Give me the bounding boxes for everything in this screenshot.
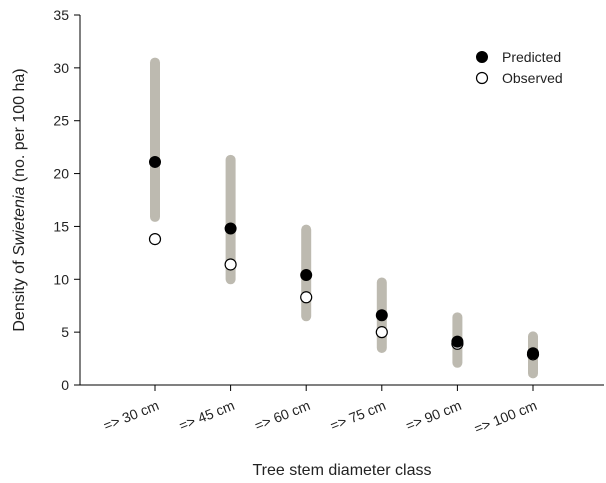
observed-point [300,291,313,304]
x-tick-label: => 100 cm [472,397,539,437]
y-axis-title-suffix: (no. per 100 ha) [11,68,28,186]
predicted-point [300,269,313,282]
predicted-point [451,335,464,348]
y-tick-label: 10 [53,271,69,287]
observed-point [375,326,388,339]
x-ticks: => 30 cm => 45 cm => 60 cm => 75 cm => 90 cm… [101,385,539,437]
y-tick-label: 25 [53,113,69,129]
x-tick-label: => 75 cm [328,397,388,434]
y-tick-label: 0 [61,377,69,393]
y-tick-label: 35 [53,7,69,23]
y-axis-title-prefix: Density of [11,256,28,332]
legend: Predicted Observed [475,49,563,86]
x-tick-label: => 30 cm [101,397,161,434]
predicted-point [224,222,237,235]
observed-point [148,233,162,246]
y-tick-label: 30 [53,60,69,76]
y-axis-title: Density of Swietenia (no. per 100 ha) [11,68,28,331]
x-tick-label: => 45 cm [177,397,237,434]
predicted-point [527,347,539,360]
y-ticks: 0 5 10 15 20 25 30 35 [53,7,80,393]
predicted-point [375,309,388,322]
observed-point [224,258,237,271]
x-axis-title: Tree stem diameter class [252,462,431,479]
legend-predicted-marker [476,51,488,63]
y-tick-label: 15 [53,218,69,234]
legend-predicted-label: Predicted [502,49,561,65]
data-points [148,155,540,361]
error-ranges [150,57,538,379]
y-axis-title-italic: Swietenia [11,187,28,256]
x-tick-label: => 90 cm [403,397,463,434]
y-tick-label: 5 [61,324,69,340]
legend-observed-label: Observed [502,70,563,86]
axes [79,15,604,386]
legend-observed-marker [475,71,489,85]
x-tick-label: => 60 cm [252,397,312,434]
y-tick-label: 20 [53,166,69,182]
predicted-point [149,155,161,168]
